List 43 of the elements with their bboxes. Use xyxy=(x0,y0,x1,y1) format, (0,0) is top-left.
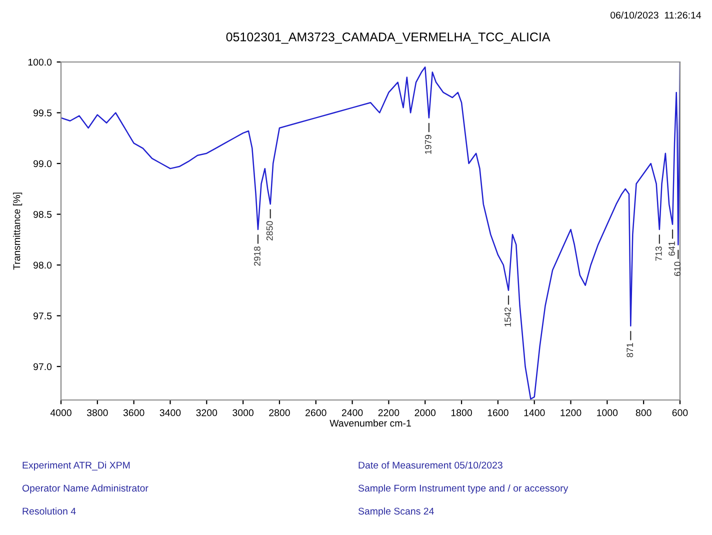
x-tick-label: 1600 xyxy=(488,409,508,416)
y-tick-label: 100.0 xyxy=(28,58,52,66)
y-tick-label: 99.5 xyxy=(34,109,52,116)
y-tick-label: 97.5 xyxy=(34,312,52,320)
x-tick-label: 1000 xyxy=(597,409,618,416)
text: Resolution 4 xyxy=(22,507,76,515)
chart-title: 05102301_AM3723_CAMADA_VERMELHA_TCC_ALICIA xyxy=(226,32,550,44)
y-tick-label: 97.0 xyxy=(34,363,52,370)
annotation: 871 xyxy=(626,343,634,358)
annotation: 610 xyxy=(674,262,681,276)
x-tick-label: 1400 xyxy=(524,409,545,416)
text: Experiment ATR_Di XPM xyxy=(22,461,130,471)
y-tick-label: 99.0 xyxy=(34,160,52,168)
y-axis-title: Transmittance [%] xyxy=(13,192,22,270)
x-tick-label: 3000 xyxy=(232,409,254,416)
x-tick-label: 2800 xyxy=(269,409,290,416)
text: Sample Scans 24 xyxy=(358,507,434,517)
x-tick-label: 3800 xyxy=(86,409,108,416)
text: Date of Measurement 05/10/2023 xyxy=(358,461,502,469)
x-tick-label: 4000 xyxy=(50,409,72,416)
annotation: 641 xyxy=(668,242,675,256)
annotation: 2850 xyxy=(266,221,273,240)
x-tick-label: 2600 xyxy=(306,409,326,416)
annotation: 1542 xyxy=(504,307,511,326)
chart-subtitle: 06/10/2023 11:26:14 xyxy=(610,11,702,19)
x-axis-title: Wavenumber cm-1 xyxy=(330,419,411,427)
x-tick-label: 2400 xyxy=(342,409,363,416)
x-tick-label: 2200 xyxy=(378,409,400,416)
x-tick-label: 1800 xyxy=(451,409,472,416)
x-tick-label: 3600 xyxy=(123,409,144,416)
x-tick-label: 2000 xyxy=(414,409,436,416)
annotation: 1979 xyxy=(424,134,432,154)
annotation: 713 xyxy=(655,246,662,261)
x-tick-label: 3200 xyxy=(196,409,218,416)
text: Operator Name Administrator xyxy=(22,484,148,494)
x-tick-label: 800 xyxy=(636,409,652,416)
text: Sample Form Instrument type and / or accessory xyxy=(358,484,568,494)
annotation: 2918 xyxy=(254,246,260,266)
y-tick-label: 98.5 xyxy=(34,210,52,218)
x-tick-label: 3400 xyxy=(160,409,181,416)
x-tick-label: 1200 xyxy=(560,409,582,416)
y-tick-label: 98.0 xyxy=(34,262,52,269)
x-tick-label: 600 xyxy=(672,409,688,416)
